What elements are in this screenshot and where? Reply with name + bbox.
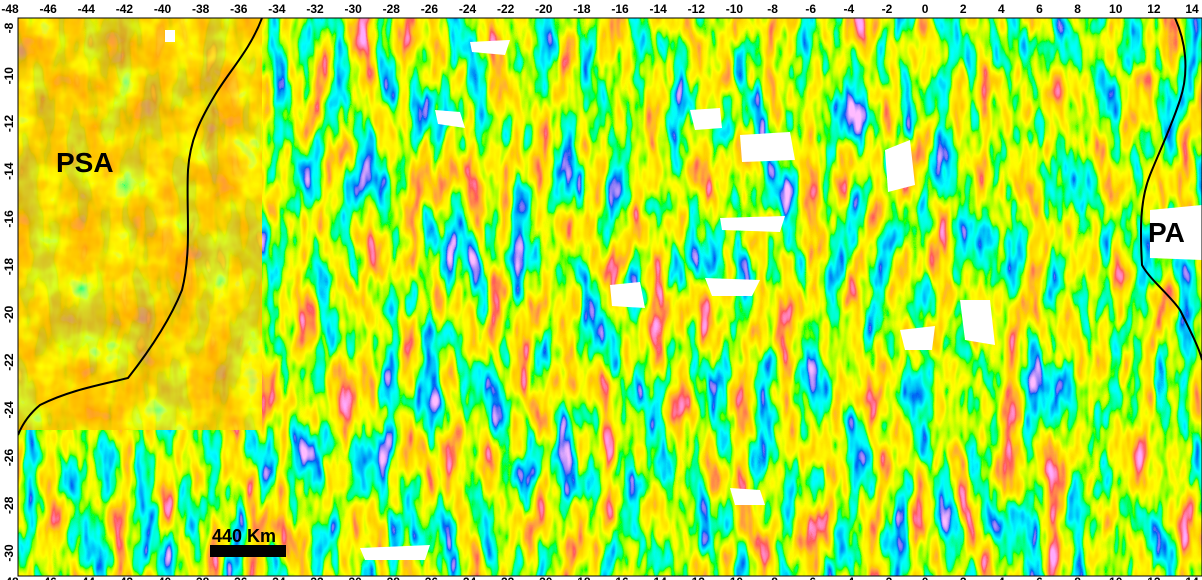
bottom-tick-label: 2	[960, 575, 967, 580]
scale-bar	[210, 545, 286, 557]
left-tick-label: -24	[2, 401, 16, 419]
left-tick-label: -30	[2, 544, 16, 562]
top-tick-label: -40	[154, 2, 172, 16]
left-tick-label: -18	[2, 258, 16, 276]
bottom-tick-label: -30	[344, 575, 362, 580]
left-tick-label: -16	[2, 210, 16, 228]
bottom-tick-label: -42	[116, 575, 134, 580]
top-tick-label: -12	[688, 2, 706, 16]
left-tick-label: -20	[2, 305, 16, 323]
bottom-tick-label: -48	[1, 575, 19, 580]
scale-bar-label: 440 Km	[212, 526, 276, 546]
left-tick-label: -14	[2, 162, 16, 180]
top-tick-label: -30	[344, 2, 362, 16]
bottom-tick-label: -8	[767, 575, 778, 580]
top-tick-label: -4	[844, 2, 855, 16]
bottom-tick-label: 4	[998, 575, 1005, 580]
top-tick-label: -14	[650, 2, 668, 16]
bottom-tick-label: -20	[535, 575, 553, 580]
bottom-tick-label: 14	[1185, 575, 1199, 580]
bottom-tick-label: -34	[268, 575, 286, 580]
bottom-tick-label: -6	[805, 575, 816, 580]
bottom-tick-label: -4	[844, 575, 855, 580]
bottom-tick-label: -26	[421, 575, 439, 580]
bottom-tick-label: -38	[192, 575, 210, 580]
bottom-tick-label: 12	[1147, 575, 1161, 580]
top-tick-label: -44	[78, 2, 96, 16]
bottom-tick-label: -36	[230, 575, 248, 580]
bottom-tick-label: 0	[922, 575, 929, 580]
top-tick-label: -22	[497, 2, 515, 16]
top-tick-label: 2	[960, 2, 967, 16]
bottom-tick-label: -2	[882, 575, 893, 580]
top-tick-label: -34	[268, 2, 286, 16]
top-tick-label: -2	[882, 2, 893, 16]
anomaly-field	[18, 18, 1202, 576]
top-tick-label: -28	[383, 2, 401, 16]
bottom-tick-label: -12	[688, 575, 706, 580]
top-tick-label: 4	[998, 2, 1005, 16]
top-tick-label: 6	[1036, 2, 1043, 16]
left-tick-label: -8	[2, 22, 16, 33]
top-tick-label: 0	[922, 2, 929, 16]
top-tick-label: -36	[230, 2, 248, 16]
top-tick-label: -26	[421, 2, 439, 16]
bottom-tick-label: -28	[383, 575, 401, 580]
top-tick-label: -32	[306, 2, 324, 16]
left-tick-label: -10	[2, 67, 16, 85]
top-tick-label: 10	[1109, 2, 1123, 16]
top-tick-label: -6	[805, 2, 816, 16]
bottom-tick-label: 10	[1109, 575, 1123, 580]
top-tick-label: -8	[767, 2, 778, 16]
map-figure: PSA PA 440 Km -48-48-46-46-44-44-42-42-4…	[0, 0, 1202, 580]
bottom-tick-label: -14	[650, 575, 668, 580]
top-tick-label: -10	[726, 2, 744, 16]
region-label: PA	[1148, 217, 1185, 248]
left-tick-label: -22	[2, 353, 16, 371]
top-tick-label: -20	[535, 2, 553, 16]
top-tick-label: 12	[1147, 2, 1161, 16]
top-tick-label: -24	[459, 2, 477, 16]
bottom-tick-label: -32	[306, 575, 324, 580]
top-tick-label: -18	[573, 2, 591, 16]
bottom-tick-label: -18	[573, 575, 591, 580]
top-tick-label: -42	[116, 2, 134, 16]
bottom-tick-label: 8	[1074, 575, 1081, 580]
top-tick-label: -16	[611, 2, 629, 16]
bottom-tick-label: -22	[497, 575, 515, 580]
bottom-tick-label: -16	[611, 575, 629, 580]
bottom-tick-label: -46	[39, 575, 57, 580]
top-tick-label: 8	[1074, 2, 1081, 16]
bottom-tick-label: -44	[78, 575, 96, 580]
left-tick-label: -28	[2, 496, 16, 514]
bottom-tick-label: -40	[154, 575, 172, 580]
left-tick-label: -26	[2, 449, 16, 467]
left-tick-label: -12	[2, 114, 16, 132]
bottom-tick-label: 6	[1036, 575, 1043, 580]
top-tick-label: -38	[192, 2, 210, 16]
top-tick-label: 14	[1185, 2, 1199, 16]
region-label: PSA	[56, 147, 114, 178]
bottom-tick-label: -10	[726, 575, 744, 580]
bottom-tick-label: -24	[459, 575, 477, 580]
top-tick-label: -48	[1, 2, 19, 16]
top-tick-label: -46	[39, 2, 57, 16]
